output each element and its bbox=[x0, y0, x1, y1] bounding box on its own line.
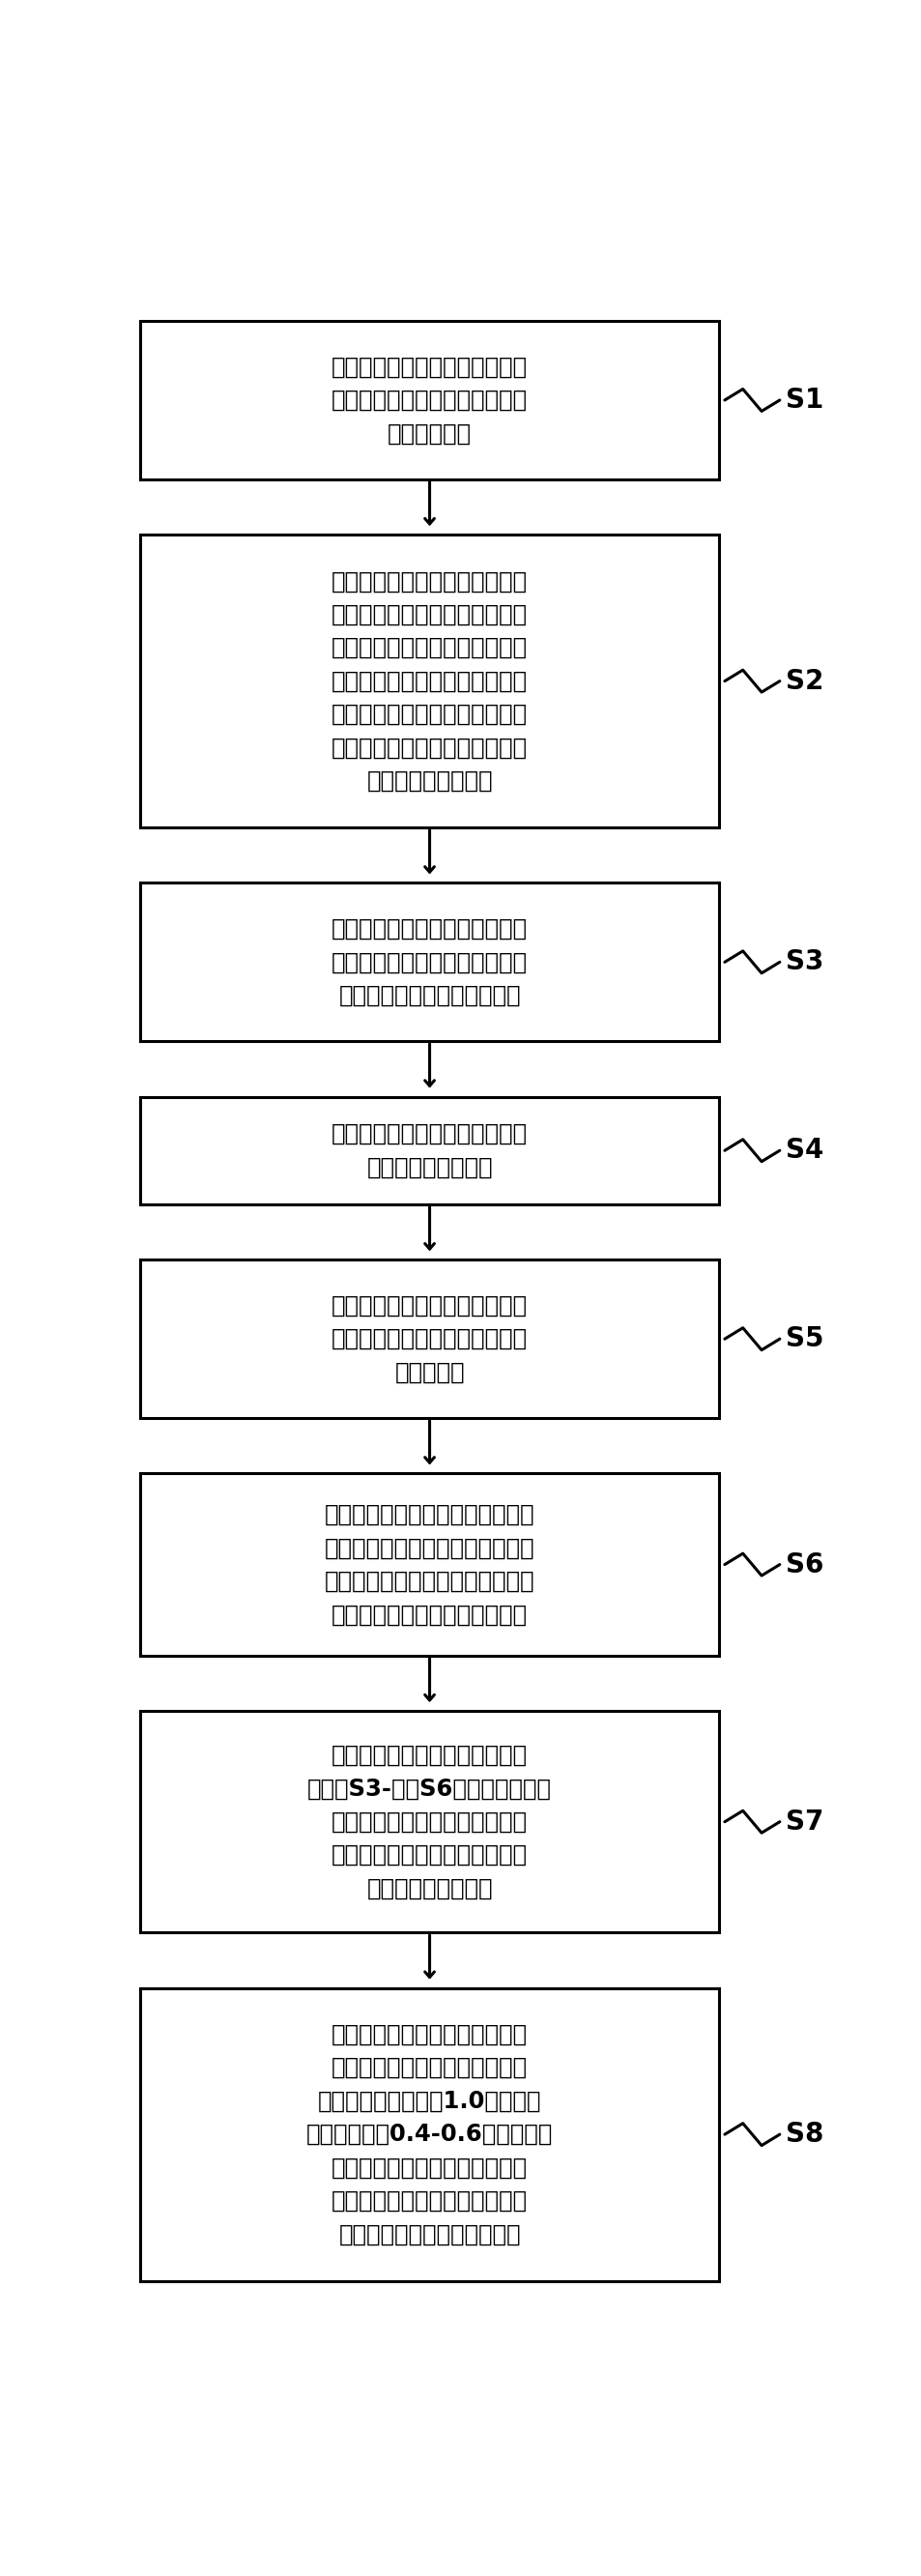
Text: 根据所述测流数据和断面数据，
确定各分解断面流速: 根据所述测流数据和断面数据， 确定各分解断面流速 bbox=[332, 1123, 527, 1180]
Text: 根据所述测流数据，计算出各分
解断面面积和全断面面积，并得
到各分解断面的面积权重系数: 根据所述测流数据，计算出各分 解断面面积和全断面面积，并得 到各分解断面的面积权… bbox=[332, 917, 527, 1007]
Text: 从多次划分中的多个分解断面中
选取分解断面流速与断面平均流
速相关系数最接近于1.0，并且面
积权重系数在0.4-0.6之间的分解
断面作为代表分解断面，对所述: 从多次划分中的多个分解断面中 选取分解断面流速与断面平均流 速相关系数最接近于1… bbox=[306, 2022, 553, 2246]
Text: S4: S4 bbox=[785, 1136, 822, 1164]
Text: 根据各分解断面流速，确定每一
分解断面流速与各分解断面流速
的相关系数: 根据各分解断面流速，确定每一 分解断面流速与各分解断面流速 的相关系数 bbox=[332, 1293, 527, 1383]
Bar bbox=[140, 1710, 718, 1932]
Text: S7: S7 bbox=[785, 1808, 822, 1834]
Text: S6: S6 bbox=[785, 1551, 822, 1579]
Text: S2: S2 bbox=[785, 667, 822, 696]
Bar bbox=[140, 1260, 718, 1417]
Text: 利用转子式流速仪和定点式声学
多普勒流速仪同步对断面测流，
得到测流数据: 利用转子式流速仪和定点式声学 多普勒流速仪同步对断面测流， 得到测流数据 bbox=[332, 355, 527, 446]
Bar bbox=[140, 1097, 718, 1206]
Bar bbox=[140, 1473, 718, 1656]
Text: S5: S5 bbox=[785, 1327, 822, 1352]
Text: 调整断面分解线的位置，重复执
行步骤S3-步骤S6多次，得到多次
划分中的各分解断面的面积权重
系数和每一分解断面流速与断面
平均流速的相关系数: 调整断面分解线的位置，重复执 行步骤S3-步骤S6多次，得到多次 划分中的各分解… bbox=[307, 1744, 552, 1901]
Text: 利用所述测流数据，根据测流断
面、定点式声学多普勒流速仪测
流特性和水流流态分布情况，在
测流断面上设置多条断面分解线
，以将测流断面划分为多个分解
断面，所述: 利用所述测流数据，根据测流断 面、定点式声学多普勒流速仪测 流特性和水流流态分布… bbox=[332, 569, 527, 793]
Bar bbox=[140, 536, 718, 827]
Bar bbox=[140, 322, 718, 479]
Text: S3: S3 bbox=[785, 948, 822, 976]
Bar bbox=[140, 1989, 718, 2280]
Text: 根据各分解断面的面积权重系数和
每一分解断面流速与各分解断面流
速的相关系数，确定每一分解断面
流速与断面平均流速的相关系数: 根据各分解断面的面积权重系数和 每一分解断面流速与各分解断面流 速的相关系数，确… bbox=[324, 1502, 534, 1625]
Bar bbox=[140, 884, 718, 1041]
Text: S8: S8 bbox=[785, 2120, 822, 2148]
Text: S1: S1 bbox=[785, 386, 822, 415]
